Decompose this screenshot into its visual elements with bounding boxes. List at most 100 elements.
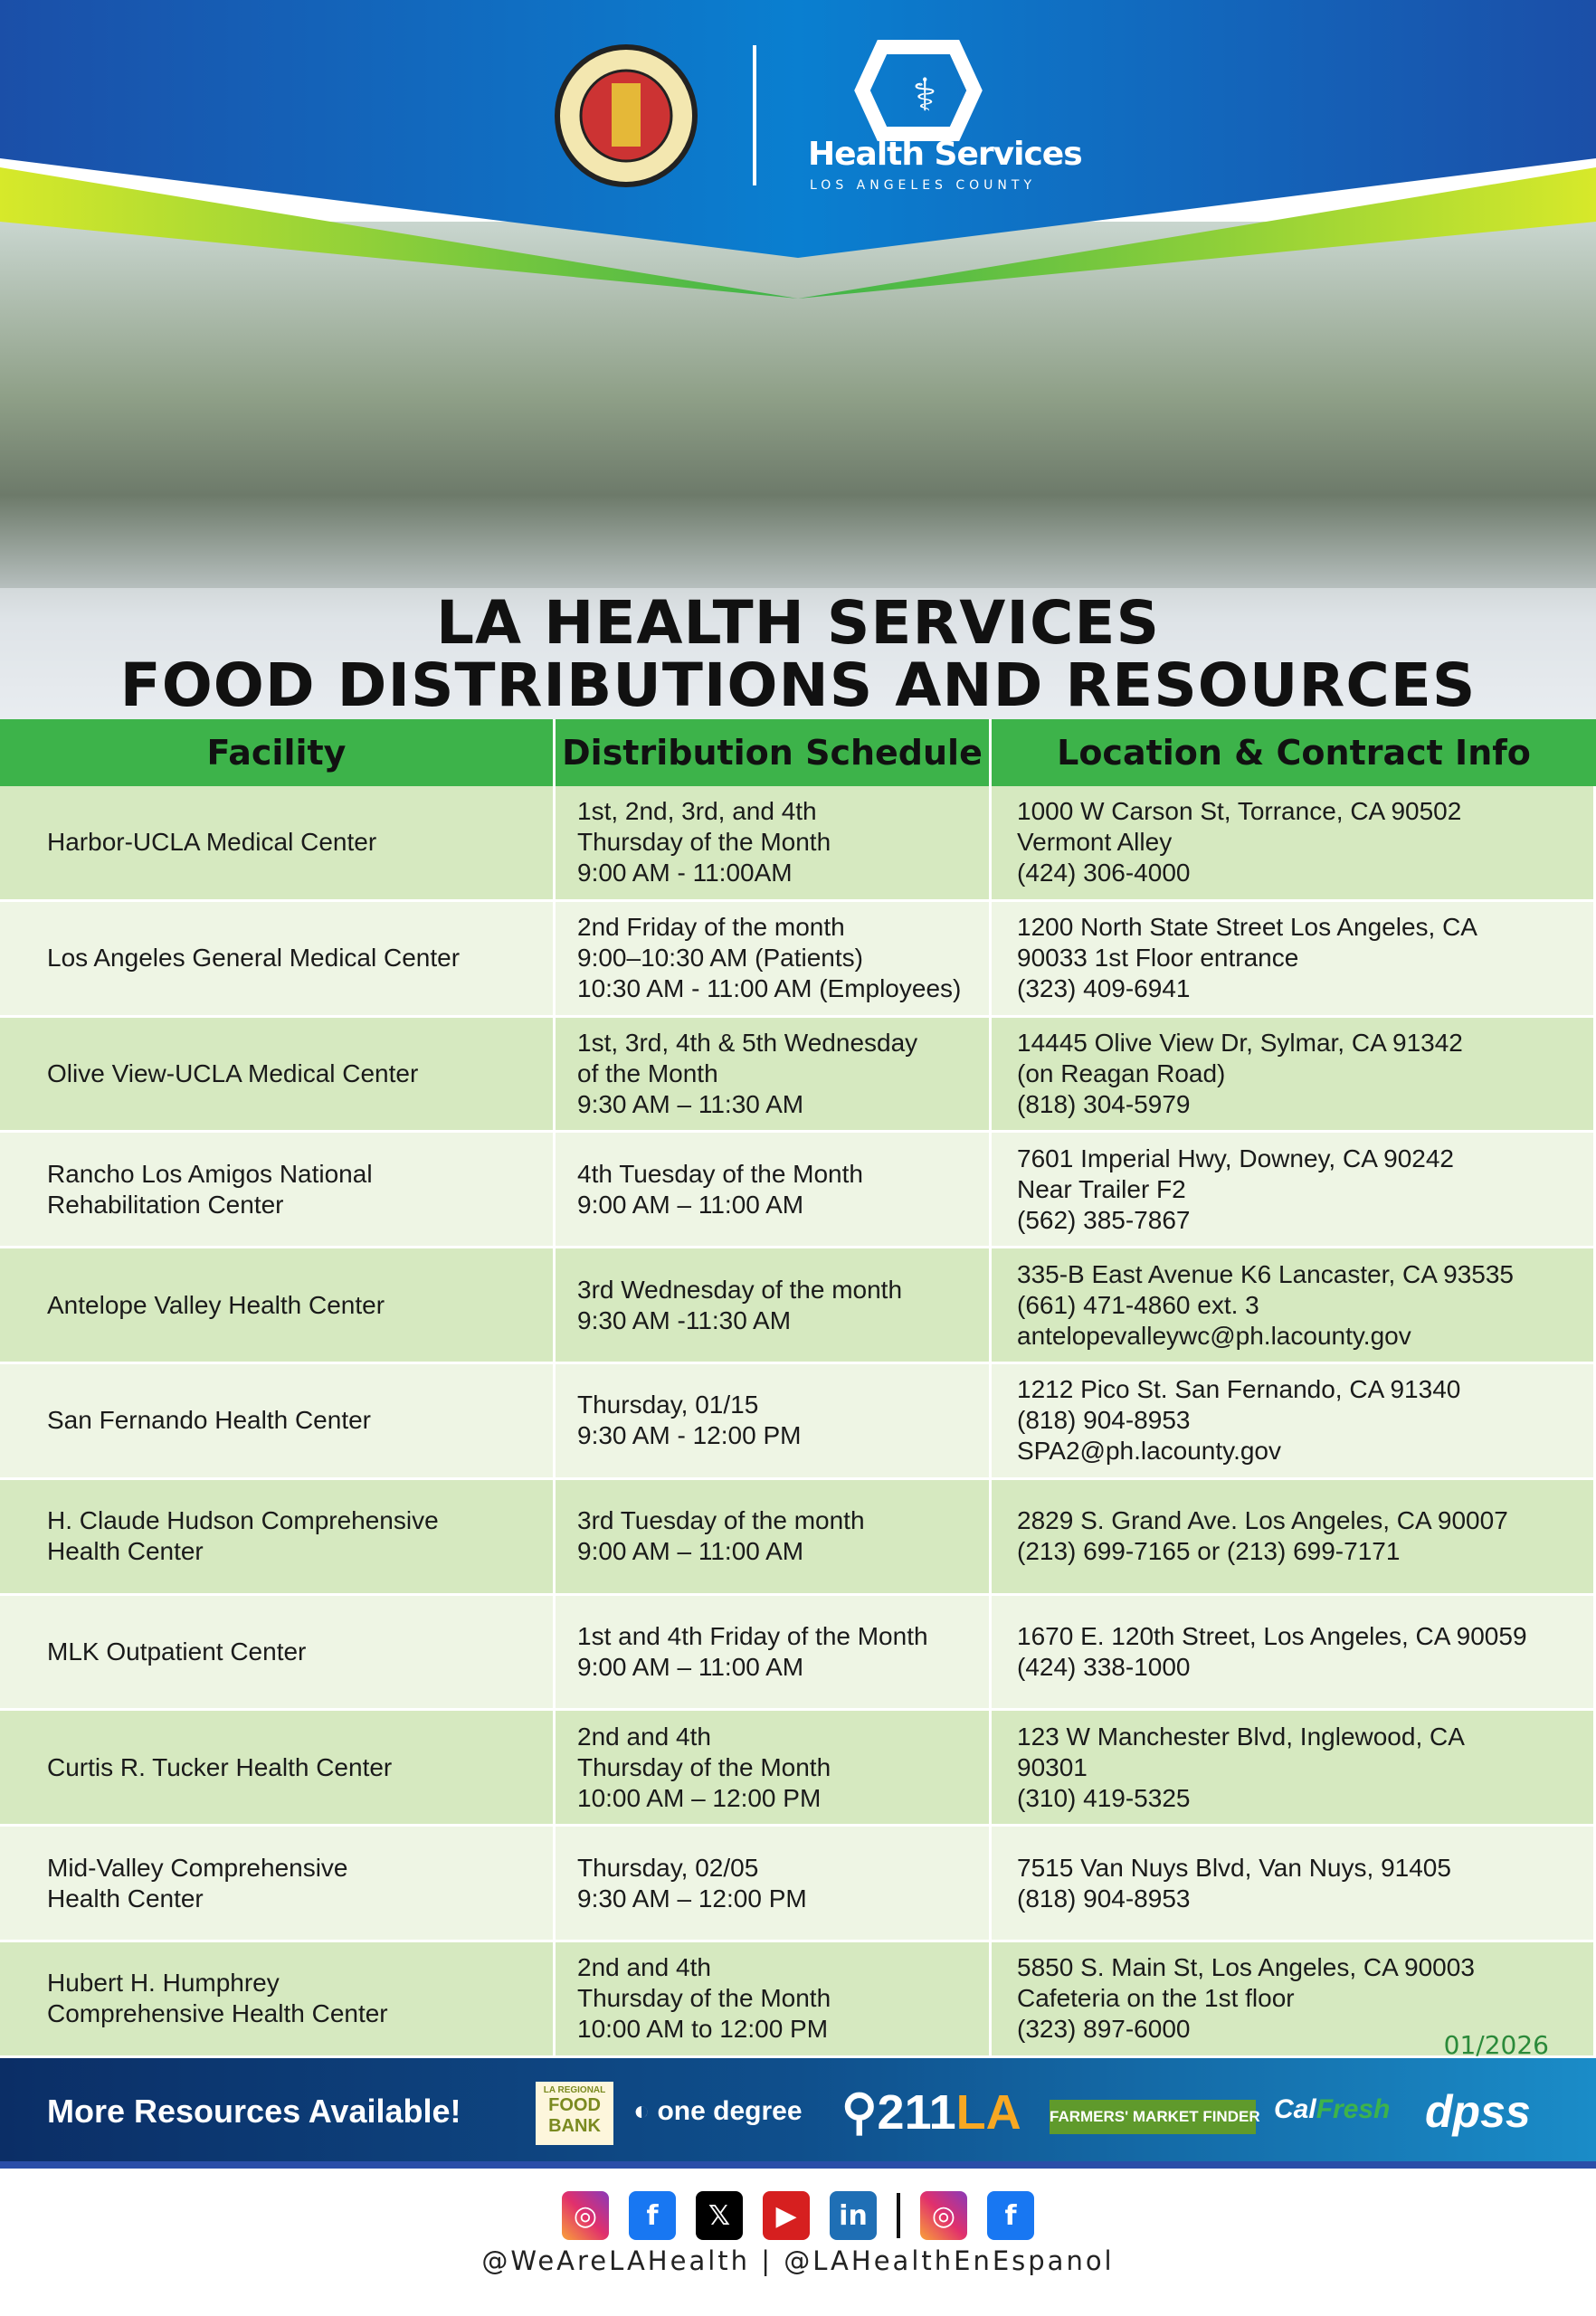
- schedule-cell: 3rd Wednesday of the month 9:30 AM -11:30…: [556, 1248, 992, 1362]
- svg-text:⚕: ⚕: [912, 69, 936, 121]
- x-icon[interactable]: 𝕏: [696, 2191, 743, 2240]
- schedule-cell-line: 2nd and 4th: [577, 1722, 711, 1751]
- schedule-cell-line: Thursday, 01/15: [577, 1391, 759, 1419]
- facility-cell: Rancho Los Amigos National Rehabilitation…: [0, 1133, 556, 1247]
- one-degree-logo[interactable]: ◐ one degree: [633, 2096, 803, 2126]
- location-cell-line: 2829 S. Grand Ave. Los Angeles, CA 90007: [1017, 1506, 1508, 1535]
- social-icons: ◎ f 𝕏 ▶ in ◎ f: [0, 2191, 1596, 2240]
- farmers-market-finder-logo[interactable]: FARMERS' MARKET FINDER: [1050, 2100, 1260, 2134]
- schedule-cell-line: Thursday of the Month: [577, 1984, 831, 2013]
- schedule-cell-line: 1st, 3rd, 4th & 5th Wednesday: [577, 1028, 918, 1057]
- schedule-cell-line: 9:30 AM - 12:00 PM: [577, 1421, 802, 1450]
- location-cell-line: Cafeteria on the 1st floor: [1017, 1984, 1295, 2013]
- facility-cell-line: Health Center: [47, 1884, 204, 1913]
- schedule-cell-line: 9:30 AM – 11:30 AM: [577, 1089, 804, 1118]
- schedule-cell: Thursday, 02/05 9:30 AM – 12:00 PM: [556, 1827, 992, 1940]
- schedule-cell-line: 4th Tuesday of the Month: [577, 1159, 863, 1188]
- header-facility: Facility: [0, 719, 556, 786]
- location-cell-line: 1212 Pico St. San Fernando, CA 91340: [1017, 1375, 1461, 1404]
- linkedin-icon[interactable]: in: [830, 2191, 877, 2240]
- facility-cell-line: Rancho Los Amigos National: [47, 1159, 373, 1188]
- location-cell-line: 7515 Van Nuys Blvd, Van Nuys, 91405: [1017, 1853, 1451, 1882]
- 211la-logo[interactable]: ⚲211LA: [841, 2085, 1021, 2140]
- social-handles: @WeAreLAHealth | @LAHealthEnEspanol: [481, 2245, 1115, 2276]
- table-row: San Fernando Health Center Thursday, 01/1…: [0, 1363, 1596, 1480]
- table-row: Antelope Valley Health Center 3rd Wednesd…: [0, 1248, 1596, 1364]
- location-cell-line: 7601 Imperial Hwy, Downey, CA 90242: [1017, 1144, 1454, 1172]
- facility-cell: San Fernando Health Center: [0, 1363, 556, 1477]
- schedule-cell: 3rd Tuesday of the month 9:00 AM – 11:00 …: [556, 1479, 992, 1593]
- table-row: Los Angeles General Medical Center 2nd Fr…: [0, 901, 1596, 1018]
- table-row: Rancho Los Amigos National Rehabilitation…: [0, 1133, 1596, 1249]
- schedule-cell: 1st, 2nd, 3rd, and 4th Thursday of the Mo…: [556, 786, 992, 899]
- facility-cell: Olive View-UCLA Medical Center: [0, 1017, 556, 1131]
- title-backdrop: [0, 588, 1596, 719]
- facility-cell-line: MLK Outpatient Center: [47, 1637, 307, 1666]
- location-cell-line: (424) 306-4000: [1017, 859, 1191, 887]
- schedule-cell-line: 9:00 AM – 11:00 AM: [577, 1537, 804, 1566]
- brand-name: Health Services: [808, 136, 1083, 173]
- location-cell-line: Vermont Alley: [1017, 828, 1173, 857]
- instagram-icon[interactable]: ◎: [562, 2191, 609, 2240]
- table-row: H. Claude Hudson Comprehensive Health Cen…: [0, 1479, 1596, 1596]
- facility-cell: Hubert H. Humphrey Comprehensive Health C…: [0, 1941, 556, 2055]
- location-cell-line: (213) 699-7165 or (213) 699-7171: [1017, 1537, 1401, 1566]
- title-line-1: LA HEALTH SERVICES: [435, 588, 1160, 658]
- location-cell-line: 5850 S. Main St, Los Angeles, CA 90003: [1017, 1953, 1475, 1982]
- location-cell: 1200 North State Street Los Angeles, CA 9…: [992, 901, 1596, 1015]
- location-cell-line: 123 W Manchester Blvd, Inglewood, CA: [1017, 1722, 1465, 1751]
- location-cell: 1000 W Carson St, Torrance, CA 90502 Verm…: [992, 786, 1596, 899]
- facility-cell: Antelope Valley Health Center: [0, 1248, 556, 1362]
- facility-cell-line: Mid-Valley Comprehensive: [47, 1853, 348, 1882]
- facility-cell-line: Antelope Valley Health Center: [47, 1290, 385, 1319]
- location-cell: 14445 Olive View Dr, Sylmar, CA 91342 (on…: [992, 1017, 1596, 1131]
- resources-banner: More Resources Available! LA REGIONAL FOO…: [0, 2058, 1596, 2169]
- facility-cell: Harbor-UCLA Medical Center: [0, 786, 556, 899]
- location-cell-line: (323) 409-6941: [1017, 974, 1191, 1003]
- facebook-icon[interactable]: f: [629, 2191, 676, 2240]
- header-banner: ⚕: [0, 0, 1596, 299]
- youtube-icon[interactable]: ▶: [763, 2191, 810, 2240]
- schedule-cell-line: of the Month: [577, 1058, 718, 1087]
- schedule-cell-line: Thursday, 02/05: [577, 1853, 759, 1882]
- title-line-2: FOOD DISTRIBUTIONS AND RESOURCES: [119, 650, 1477, 720]
- header-schedule: Distribution Schedule: [556, 719, 992, 786]
- location-cell: 123 W Manchester Blvd, Inglewood, CA 9030…: [992, 1711, 1596, 1825]
- table-row: MLK Outpatient Center 1st and 4th Friday …: [0, 1595, 1596, 1712]
- schedule-cell-line: 10:30 AM - 11:00 AM (Employees): [577, 974, 962, 1003]
- location-cell-line: (661) 471-4860 ext. 3: [1017, 1290, 1259, 1319]
- dpss-logo[interactable]: dpss: [1425, 2086, 1531, 2137]
- facility-cell-line: Hubert H. Humphrey: [47, 1969, 280, 1998]
- facebook-icon[interactable]: f: [987, 2191, 1034, 2240]
- food-bank-logo[interactable]: LA REGIONAL FOOD BANK: [536, 2082, 613, 2145]
- facility-cell: Mid-Valley Comprehensive Health Center: [0, 1827, 556, 1940]
- table-row: Curtis R. Tucker Health Center 2nd and 4t…: [0, 1711, 1596, 1827]
- facility-cell-line: San Fernando Health Center: [47, 1406, 371, 1435]
- location-cell-line: 335-B East Avenue K6 Lancaster, CA 93535: [1017, 1259, 1514, 1288]
- location-cell-line: (562) 385-7867: [1017, 1205, 1191, 1234]
- schedule-cell: 4th Tuesday of the Month 9:00 AM – 11:00 …: [556, 1133, 992, 1247]
- schedule-cell-line: 9:30 AM – 12:00 PM: [577, 1884, 807, 1913]
- instagram-icon[interactable]: ◎: [920, 2191, 967, 2240]
- location-cell: 335-B East Avenue K6 Lancaster, CA 93535…: [992, 1248, 1596, 1362]
- location-cell-line: 1000 W Carson St, Torrance, CA 90502: [1017, 797, 1462, 826]
- location-cell: 1670 E. 120th Street, Los Angeles, CA 90…: [992, 1595, 1596, 1709]
- more-resources-label: More Resources Available!: [47, 2093, 461, 2130]
- location-cell-line: (818) 304-5979: [1017, 1089, 1191, 1118]
- schedule-cell-line: 2nd and 4th: [577, 1953, 711, 1982]
- schedule-cell-line: 9:00–10:30 AM (Patients): [577, 944, 863, 973]
- location-cell-line: 14445 Olive View Dr, Sylmar, CA 91342: [1017, 1028, 1463, 1057]
- location-cell-line: (310) 419-5325: [1017, 1783, 1191, 1812]
- divider: [897, 2193, 900, 2238]
- facility-cell-line: Rehabilitation Center: [47, 1190, 284, 1219]
- location-cell: 2829 S. Grand Ave. Los Angeles, CA 90007…: [992, 1479, 1596, 1593]
- schedule-cell: Thursday, 01/15 9:30 AM - 12:00 PM: [556, 1363, 992, 1477]
- facility-cell-line: Comprehensive Health Center: [47, 1999, 388, 2028]
- calfresh-logo[interactable]: CalFresh: [1274, 2094, 1391, 2124]
- schedule-cell-line: 3rd Wednesday of the month: [577, 1275, 903, 1304]
- schedule-cell-line: 9:00 AM – 11:00 AM: [577, 1652, 804, 1681]
- location-cell-line: (424) 338-1000: [1017, 1652, 1191, 1681]
- location-cell-line: (818) 904-8953: [1017, 1884, 1191, 1913]
- table-row: Olive View-UCLA Medical Center 1st, 3rd, …: [0, 1017, 1596, 1134]
- schedule-cell-line: 10:00 AM – 12:00 PM: [577, 1783, 822, 1812]
